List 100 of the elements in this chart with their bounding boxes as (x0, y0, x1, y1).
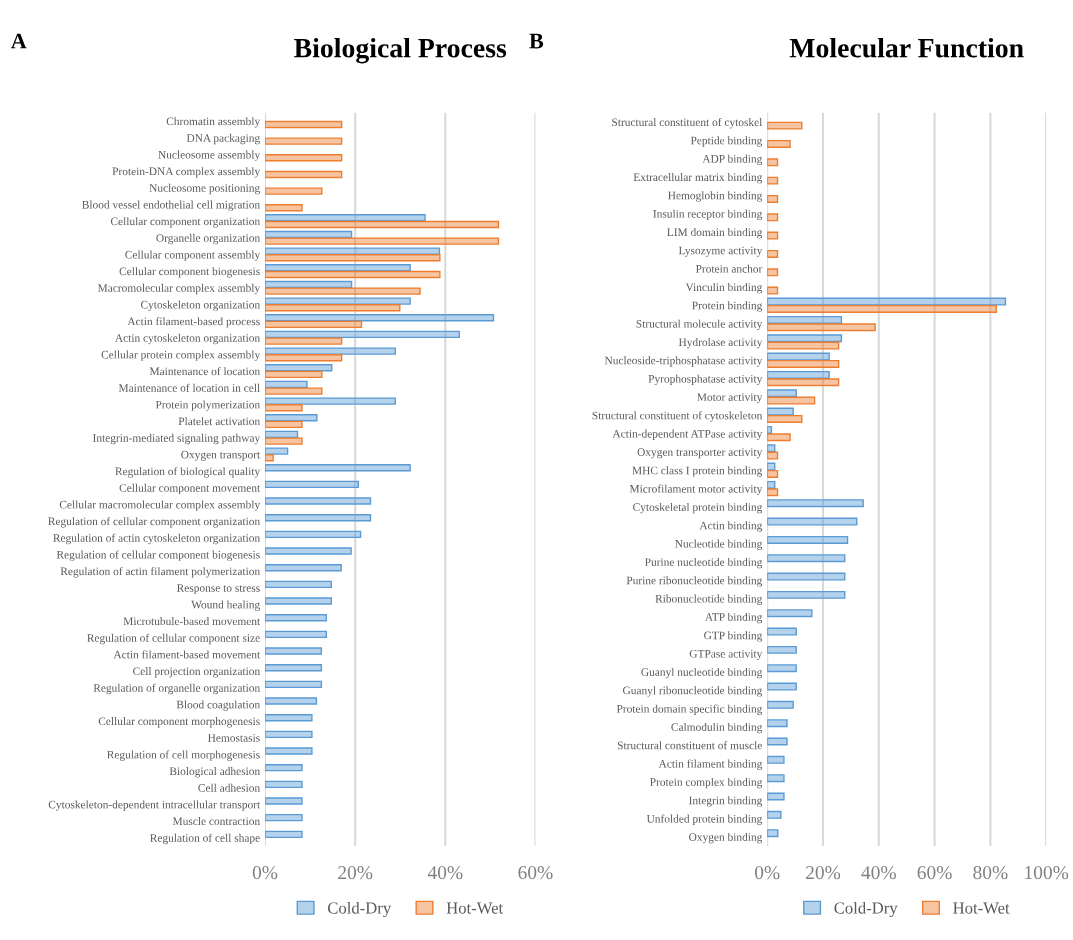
y-tick-label: Motor activity (697, 393, 763, 404)
y-tick-label: Actin binding (699, 521, 763, 532)
bar (767, 176, 779, 185)
y-tick-label: Cellular component assembly (125, 250, 261, 261)
x-tick-label: 20% (806, 866, 841, 880)
bar (265, 713, 313, 722)
bar (767, 664, 797, 673)
y-tick-label: Extracellular matrix binding (633, 173, 763, 184)
bar (265, 297, 411, 305)
bar (767, 389, 797, 398)
x-tick-label: 60% (917, 866, 952, 880)
y-tick-label: Purine nucleotide binding (645, 557, 763, 569)
bar (767, 682, 797, 691)
chart-title: Molecular Function (789, 37, 1024, 58)
legend-label: Cold-Dry (327, 901, 392, 918)
y-tick-label: Protein-DNA complex assembly (112, 167, 261, 178)
y-tick-label: Cytoskeletal protein binding (633, 502, 763, 514)
bar (767, 304, 997, 313)
bar (767, 194, 779, 203)
bar (265, 204, 303, 212)
y-tick-label: GTP binding (704, 631, 763, 642)
x-tick-label: 40% (861, 866, 896, 880)
bar (265, 597, 332, 605)
y-tick-label: Regulation of actin cytoskeleton organization (53, 533, 260, 545)
legend-label: Hot-Wet (953, 902, 1010, 914)
bar (265, 437, 303, 445)
bar (265, 247, 441, 255)
bar (265, 630, 328, 639)
y-tick-label: Nucleoside-triphosphatase activity (604, 356, 763, 367)
y-tick-label: Cellular protein complex assembly (101, 350, 261, 361)
bar (767, 645, 797, 654)
y-tick-label: Regulation of cellular component biogenesis (56, 550, 260, 561)
y-tick-label: Biological adhesion (169, 767, 260, 778)
y-tick-label: Hydrolase activity (678, 337, 763, 349)
y-tick-label: Regulation of organelle organization (93, 683, 260, 695)
y-tick-label: Guanyl nucleotide binding (641, 667, 763, 679)
y-tick-label: Cellular component organization (110, 217, 260, 228)
y-tick-label: Oxygen transport (181, 450, 261, 461)
bar (265, 220, 500, 229)
text: B (529, 33, 544, 49)
bar (265, 497, 372, 505)
y-tick-label: Regulation of cellular component organization (48, 517, 260, 528)
y-tick-label: Structural constituent of cytoskel (612, 117, 763, 129)
bar (767, 535, 849, 544)
y-tick-label: Cellular component biogenesis (119, 267, 260, 278)
y-tick-label: LIM domain binding (667, 227, 763, 239)
y-tick-label: Hemostasis (207, 734, 260, 742)
y-tick-label: Peptide binding (690, 136, 763, 147)
bar (265, 320, 363, 329)
y-tick-label: Cell adhesion (198, 783, 260, 792)
bar (265, 680, 323, 689)
y-tick-label: Hemoglobin binding (668, 191, 763, 202)
y-tick-label: Blood vessel endothelial cell migration (82, 200, 260, 211)
bar (265, 254, 441, 262)
y-tick-label: Actin filament binding (658, 759, 763, 770)
legend-label: Cold-Dry (834, 901, 898, 918)
bar (767, 488, 779, 497)
y-tick-label: Regulation of cellular component size (87, 633, 260, 645)
x-tick-label: 0% (252, 866, 278, 880)
bar (767, 286, 779, 295)
bar (265, 747, 313, 755)
y-tick-label: Regulation of biological quality (115, 467, 261, 478)
bar (767, 341, 840, 350)
bar (265, 420, 303, 429)
bar (767, 517, 858, 526)
bar (265, 564, 342, 572)
bar (265, 647, 323, 655)
y-tick-label: Actin-dependent ATPase activity (612, 429, 763, 440)
bar (265, 364, 333, 372)
y-tick-label: Structural constituent of muscle (617, 741, 762, 750)
x-tick-label: 0% (754, 866, 780, 880)
y-tick-label: Microtubule-based movement (123, 617, 261, 626)
y-tick-label: DNA packaging (186, 133, 260, 145)
bar (265, 480, 360, 489)
y-tick-label: Lysozyme activity (678, 246, 763, 257)
bar (265, 614, 328, 622)
bar (767, 755, 785, 764)
y-tick-label: Integrin-mediated signaling pathway (92, 433, 261, 445)
bar (265, 187, 323, 195)
y-tick-label: Chromatin assembly (166, 117, 261, 128)
bar (767, 609, 813, 618)
y-tick-label: Nucleosome assembly (158, 150, 261, 161)
bar (767, 737, 788, 746)
bar (265, 347, 396, 355)
bar (265, 314, 495, 322)
bar (265, 337, 343, 345)
bar (767, 554, 846, 563)
bar (767, 719, 788, 728)
x-tick-label: 80% (973, 866, 1008, 880)
y-tick-label: Protein complex binding (650, 777, 763, 789)
x-tick-label: 60% (518, 866, 553, 880)
bar (767, 451, 779, 460)
bar (767, 378, 840, 387)
y-tick-label: Oxygen transporter activity (637, 448, 763, 459)
bar (265, 287, 421, 295)
bar (767, 359, 840, 368)
y-tick-label: Regulation of cell morphogenesis (107, 750, 260, 761)
bar (767, 774, 785, 783)
y-tick-label: Protein domain specific binding (616, 704, 763, 715)
bar (265, 170, 343, 179)
